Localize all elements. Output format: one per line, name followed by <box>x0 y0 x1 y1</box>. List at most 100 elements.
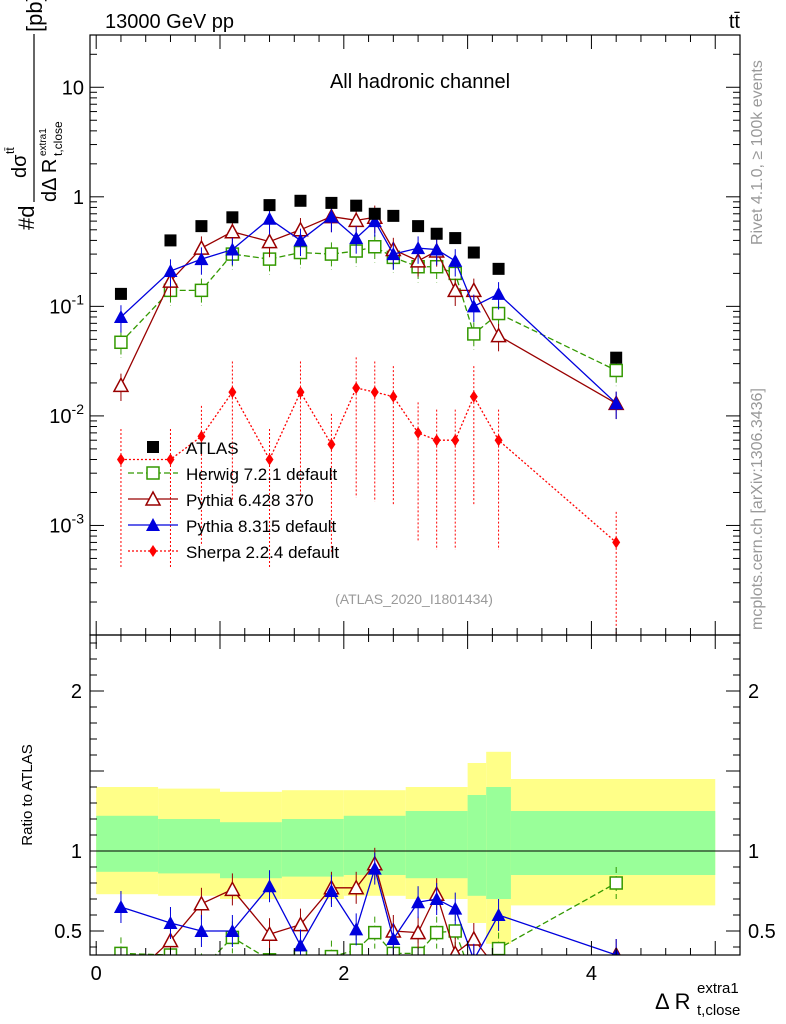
ratio-point-pythia-8-315-default <box>411 895 426 909</box>
point-pythia-6-428-370 <box>112 376 130 393</box>
y-tick-label: 1 <box>73 187 84 209</box>
ratio-point-pythia-8-315-default <box>163 916 178 929</box>
point-sherpa-2-2-4-default <box>469 390 478 403</box>
point-atlas <box>467 246 480 259</box>
point-pythia-8-315-default <box>609 396 624 410</box>
ratio-point-pythia-6-428-370 <box>114 980 128 993</box>
ratio-point-pythia-6-428-370 <box>492 964 506 977</box>
point-atlas <box>412 220 425 233</box>
point-sherpa-2-2-4-default <box>432 434 441 447</box>
main-series <box>112 194 625 635</box>
point-sherpa-2-2-4-default <box>327 438 336 451</box>
ratio-point-pythia-6-428-370 <box>162 932 179 948</box>
point-pythia-8-315-default <box>262 211 277 225</box>
ratio-line-pythia-8-315-default <box>120 866 617 955</box>
legend-label-herwig-7-2-1-default: Herwig 7.2.1 default <box>186 465 337 484</box>
ratio-tick-label-right: 0.5 <box>748 921 776 943</box>
ratio-point-pythia-8-315-default <box>225 924 240 937</box>
y-tick-label-exp: -3 <box>72 510 85 526</box>
point-pythia-8-315-default <box>367 214 382 228</box>
y-tick-label-exp: -2 <box>72 401 85 417</box>
y-tick-label: 10-3 <box>49 510 84 537</box>
point-atlas <box>492 262 505 275</box>
svg-text:#d: #d <box>14 206 39 230</box>
ratio-point-pythia-8-315-default <box>113 900 128 913</box>
ratio-point-herwig-7-2-1-default <box>491 941 506 955</box>
y-tick-label: 10-1 <box>49 291 84 318</box>
ratio-point-pythia-6-428-370 <box>465 930 483 946</box>
ratio-line-herwig-7-2-1-default <box>120 882 617 955</box>
point-pythia-6-428-370 <box>490 327 507 343</box>
ratio-tick-label: 2 <box>71 681 82 703</box>
ratio-band-green <box>467 795 487 896</box>
point-sherpa-2-2-4-default <box>612 536 621 549</box>
point-atlas <box>294 194 307 207</box>
ratio-point-herwig-7-2-1-default <box>468 976 480 988</box>
point-sherpa-2-2-4-default <box>116 453 125 466</box>
ratio-point-herwig-7-2-1-default <box>609 876 623 890</box>
point-sherpa-2-2-4-default <box>494 434 503 447</box>
ratio-band-green <box>158 819 220 874</box>
ratio-point-pythia-8-315-default <box>349 922 364 936</box>
y-tick-label-exp: -1 <box>72 291 85 307</box>
y-tick-label-base: 10 <box>49 515 71 537</box>
ratio-point-pythia-6-428-370 <box>193 895 210 911</box>
ratio-point-pythia-6-428-370 <box>409 924 427 940</box>
point-pythia-8-315-default <box>163 264 178 278</box>
series-line-sherpa-2-2-4-default <box>120 387 617 543</box>
ratio-axis-title: Ratio to ATLAS <box>19 744 36 845</box>
point-pythia-8-315-default <box>113 309 128 323</box>
legend-marker-atlas <box>147 441 159 453</box>
svg-text:extra1: extra1 <box>38 128 49 156</box>
point-sherpa-2-2-4-default <box>197 430 206 443</box>
y-tick-label: 10-2 <box>49 401 84 428</box>
svg-text:dσ: dσ <box>9 154 31 178</box>
svg-text:extra1: extra1 <box>697 980 739 997</box>
point-pythia-6-428-370 <box>347 211 365 228</box>
ratio-point-pythia-8-315-default <box>324 884 339 897</box>
series-line-pythia-8-315-default <box>120 215 617 404</box>
point-atlas <box>368 207 381 220</box>
ratio-tick-label: 0.5 <box>54 921 82 943</box>
point-pythia-8-315-default <box>349 231 364 245</box>
point-atlas <box>226 211 239 224</box>
ratio-point-herwig-7-2-1-default <box>368 925 382 940</box>
point-pythia-8-315-default <box>194 252 209 266</box>
ratio-band-green <box>220 822 282 879</box>
point-atlas <box>263 199 276 212</box>
ratio-tick-label: 1 <box>71 841 82 863</box>
ratio-point-pythia-6-428-370 <box>347 879 365 895</box>
ratio-point-pythia-8-315-default <box>429 892 444 905</box>
point-pythia-8-315-default <box>293 233 308 247</box>
ratio-point-pythia-8-315-default <box>293 938 308 952</box>
point-pythia-8-315-default <box>386 247 401 261</box>
svg-text:tt̄: tt̄ <box>3 147 17 154</box>
point-herwig-7-2-1-default <box>368 240 382 254</box>
point-sherpa-2-2-4-default <box>389 390 398 403</box>
point-pythia-8-315-default <box>466 299 481 313</box>
point-sherpa-2-2-4-default <box>352 381 361 394</box>
legend-label-atlas: ATLAS <box>186 439 239 458</box>
analysis-id-label: (ATLAS_2020_I1801434) <box>335 591 493 607</box>
series-line-herwig-7-2-1-default <box>120 246 617 372</box>
x-axis-title: Δ R extra1 t,close <box>655 980 740 1019</box>
y-tick-label-base: 10 <box>49 406 71 428</box>
ratio-point-herwig-7-2-1-default <box>448 924 462 938</box>
svg-text:dΔ R: dΔ R <box>39 159 61 202</box>
mcplots-label: mcplots.cern.ch [arXiv:1306.3436] <box>749 388 766 630</box>
point-sherpa-2-2-4-default <box>370 386 379 399</box>
point-sherpa-2-2-4-default <box>228 386 237 399</box>
series-line-pythia-6-428-370 <box>120 215 617 404</box>
ratio-point-pythia-6-428-370 <box>449 944 461 955</box>
point-pythia-8-315-default <box>411 241 426 255</box>
point-herwig-7-2-1-default <box>324 247 339 261</box>
ratio-point-pythia-8-315-default <box>367 861 382 875</box>
legend: ATLAS Herwig 7.2.1 default Pythia 6.428 37… <box>128 439 339 562</box>
ratio-point-herwig-7-2-1-default <box>429 925 444 940</box>
point-pythia-8-315-default <box>324 209 339 223</box>
point-pythia-6-428-370 <box>224 223 241 239</box>
rivet-version-label: Rivet 4.1.0, ≥ 100k events <box>749 60 766 245</box>
point-herwig-7-2-1-default <box>194 283 209 298</box>
